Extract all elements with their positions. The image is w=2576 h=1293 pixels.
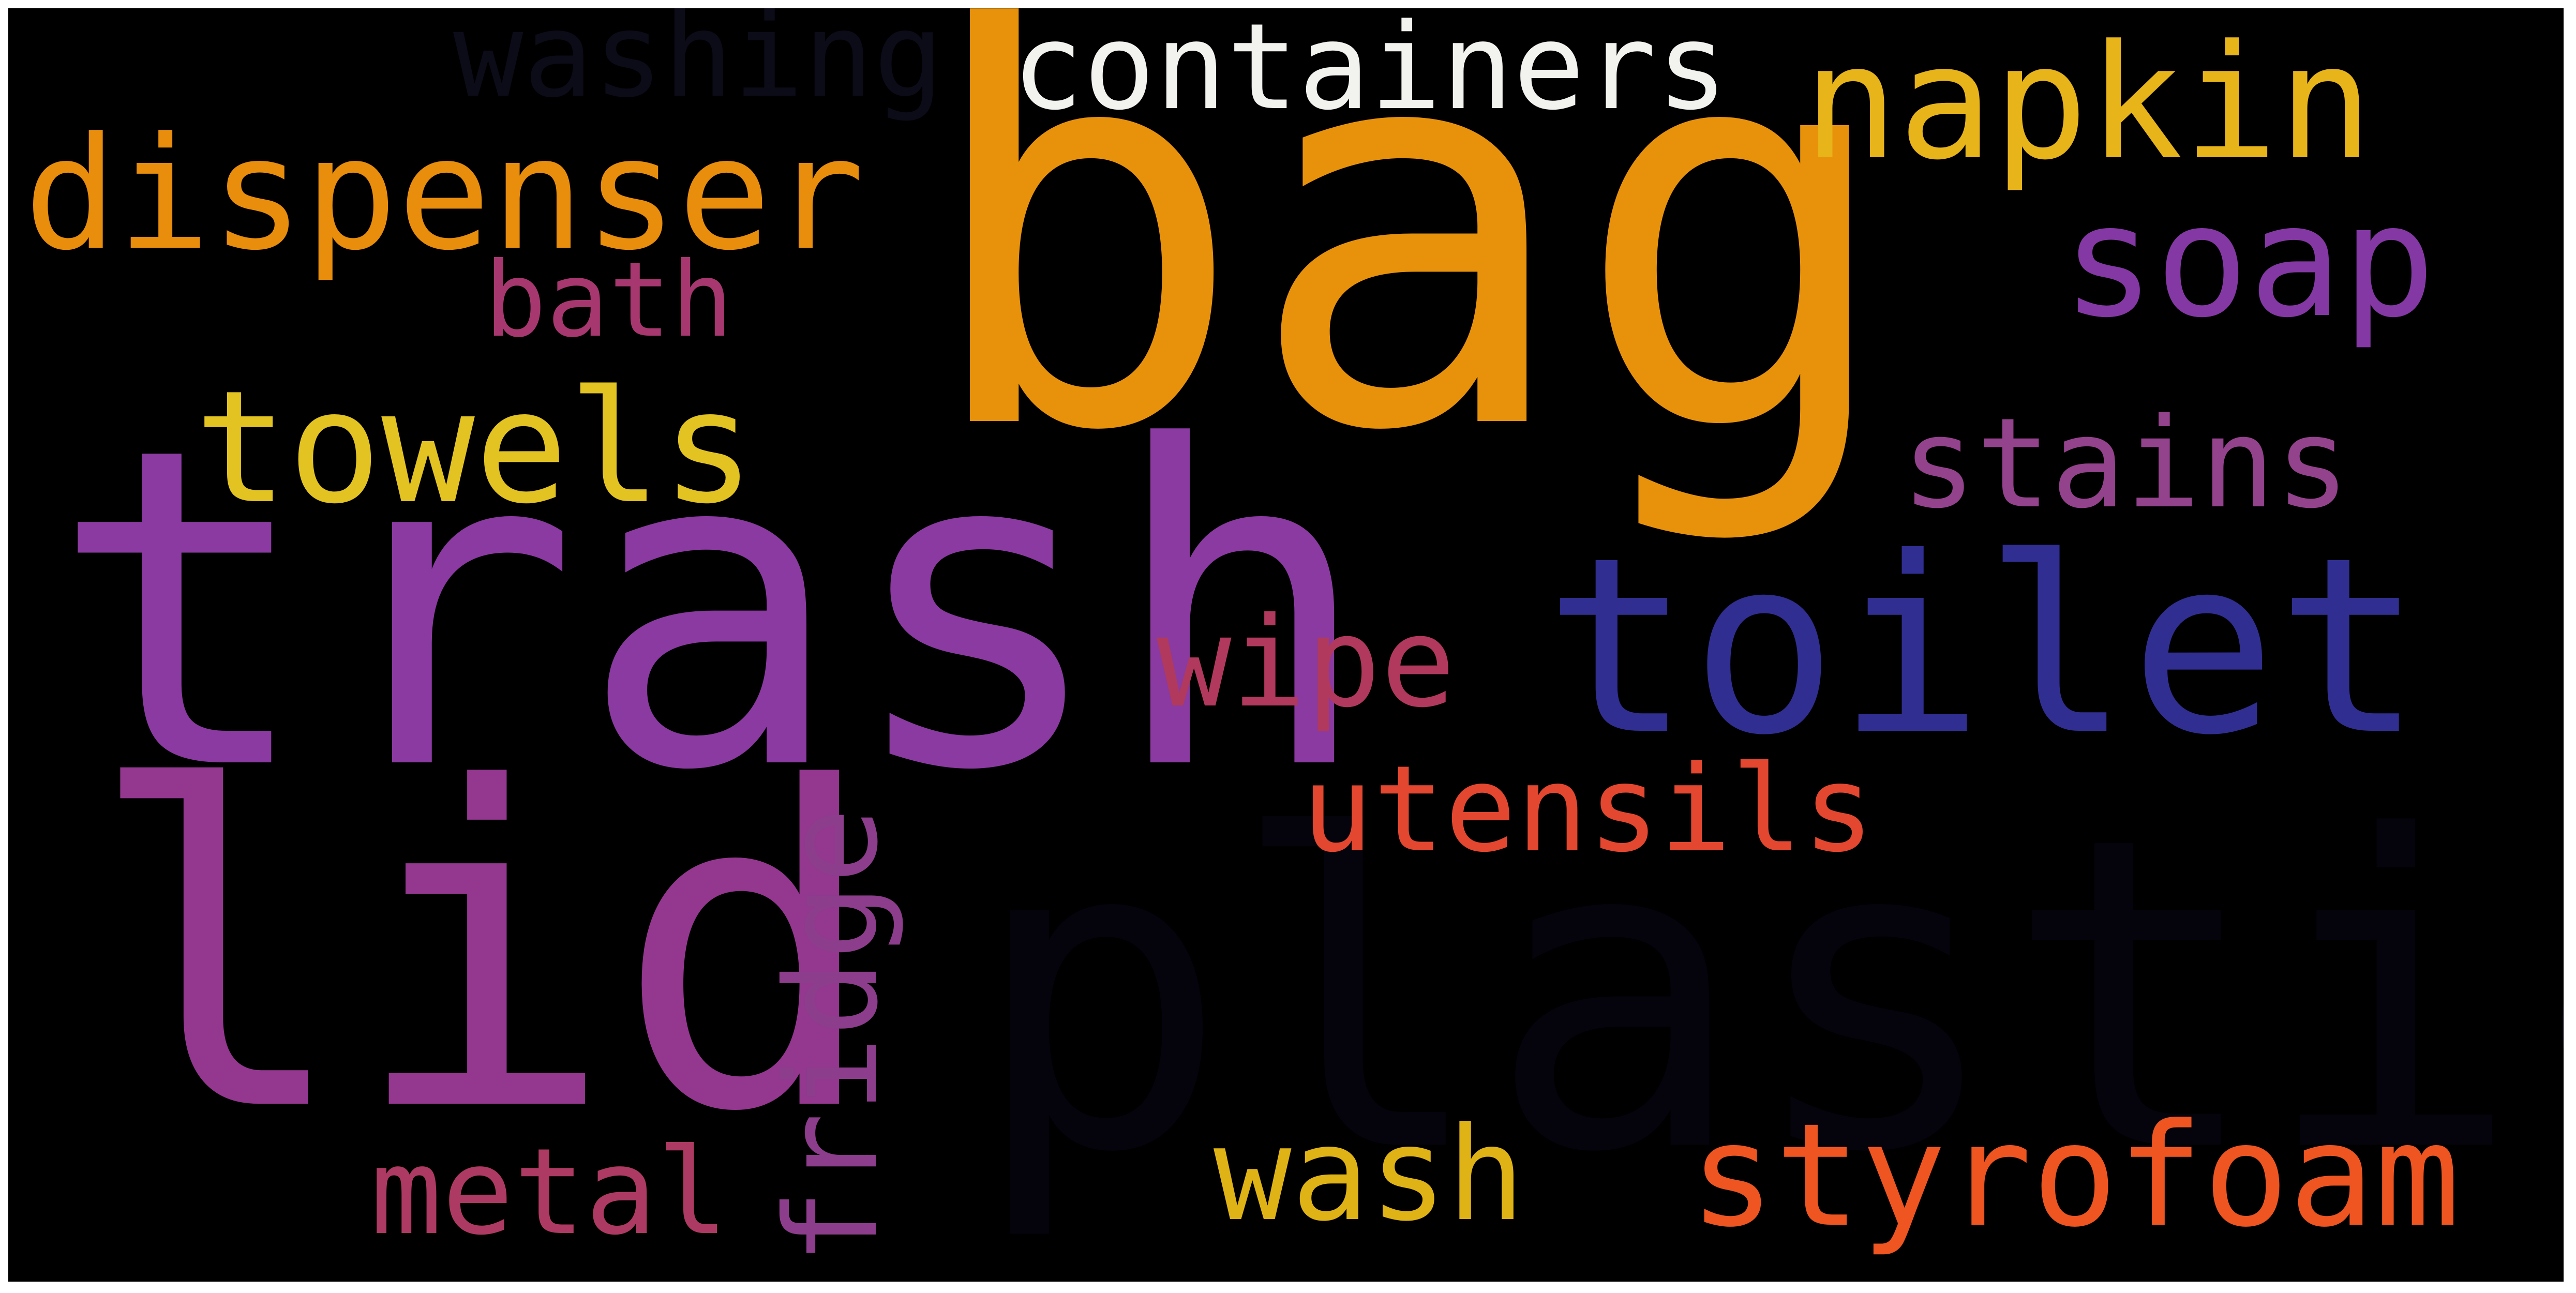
word-napkin: napkin	[1803, 11, 2373, 194]
word-toilet: toilet	[1545, 505, 2423, 788]
word-plastic: plastic	[970, 746, 2564, 1246]
word-fridge: fridge	[758, 807, 906, 1265]
word-towels: towels	[194, 357, 755, 538]
word-containers: containers	[1012, 8, 1728, 137]
word-bag: bag	[919, 8, 1900, 549]
word-stains: stains	[1901, 391, 2350, 536]
word-styrofoam: styrofoam	[1689, 1093, 2461, 1258]
word-bath: bath	[484, 240, 733, 360]
word-soap: soap	[2062, 171, 2436, 352]
word-wipe: wipe	[1157, 590, 1456, 735]
word-washing: washing	[453, 8, 944, 124]
word-trash: trash	[50, 355, 1373, 866]
word-metal: metal	[370, 1123, 729, 1261]
word-wash: wash	[1214, 1099, 1525, 1250]
word-lid: lid	[86, 696, 880, 1208]
word-dispenser: dispenser	[24, 104, 865, 284]
word-utensils: utensils	[1301, 741, 1875, 879]
word-cloud-canvas: plastic washing bag trash lid toilet dis…	[8, 8, 2564, 1282]
